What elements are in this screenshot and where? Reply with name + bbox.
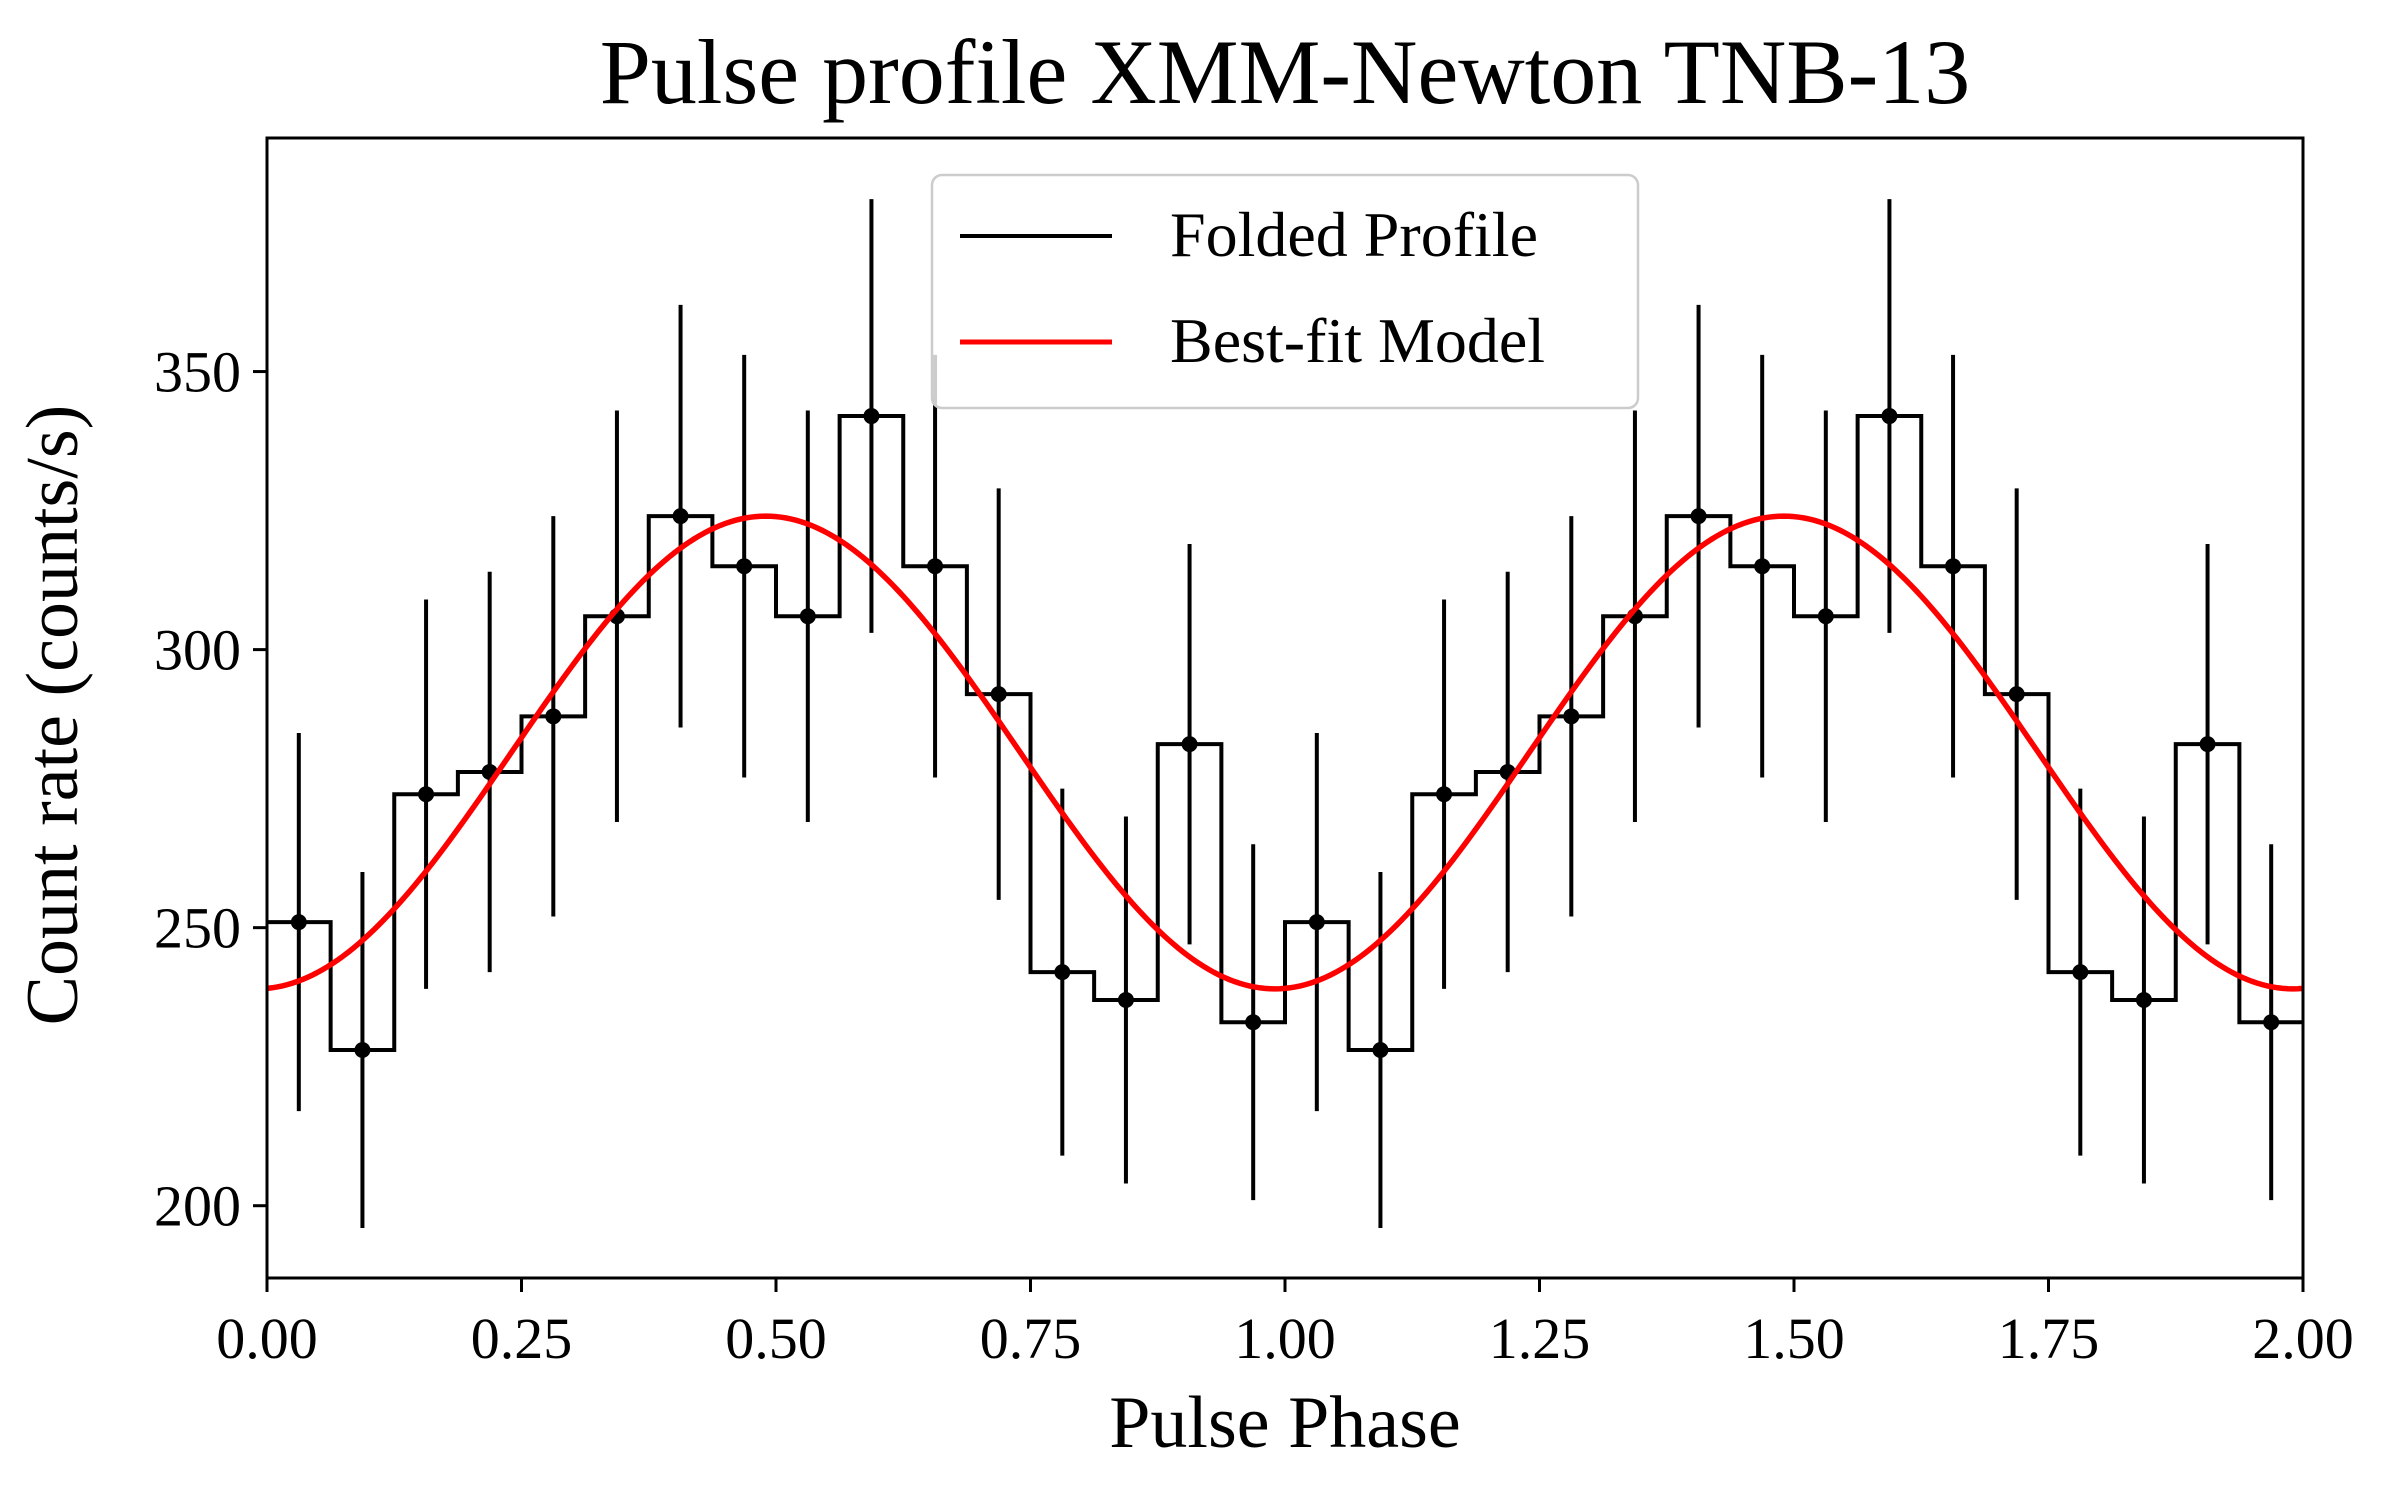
- profile-data-point: [672, 508, 689, 525]
- x-tick-label: 0.50: [725, 1306, 827, 1371]
- profile-data-point: [2135, 991, 2152, 1008]
- y-tick-label: 300: [154, 618, 241, 683]
- profile-data-point: [354, 1042, 371, 1058]
- profile-data-point: [927, 558, 944, 575]
- profile-data-point: [1563, 708, 1580, 725]
- x-tick-label: 2.00: [2252, 1306, 2354, 1371]
- legend: Folded Profile Best-fit Model: [930, 173, 1640, 410]
- model-curve: [266, 513, 2304, 992]
- x-tick-label: 1.00: [1234, 1306, 1336, 1371]
- x-tick-label: 0.75: [980, 1306, 1082, 1371]
- profile-data-point: [2072, 964, 2089, 981]
- x-tick-label: 1.75: [1998, 1306, 2100, 1371]
- profile-data-point: [1945, 558, 1962, 575]
- y-tick-label: 250: [154, 896, 241, 961]
- profile-data-point: [1372, 1042, 1389, 1058]
- profile-data-point: [990, 686, 1007, 703]
- profile-data-point: [736, 558, 753, 575]
- profile-step-line: [267, 414, 2303, 1052]
- y-axis-label: Count rate (counts/s): [12, 405, 94, 1026]
- profile-data-point: [1054, 964, 1071, 981]
- profile-data-point: [545, 708, 562, 725]
- x-axis-label: Pulse Phase: [1109, 1382, 1461, 1464]
- legend-profile-label: Folded Profile: [1170, 199, 1538, 270]
- profile-data-point: [1881, 408, 1898, 425]
- profile-data-point: [418, 786, 435, 803]
- plot-area: [266, 199, 2304, 1228]
- profile-data-point: [1308, 914, 1325, 931]
- profile-data-point: [1817, 608, 1834, 625]
- legend-model-label: Best-fit Model: [1170, 305, 1545, 376]
- profile-data-point: [799, 608, 816, 625]
- x-tick-label: 0.00: [216, 1306, 318, 1371]
- profile-data-point: [1754, 558, 1771, 575]
- y-tick-label: 350: [154, 340, 241, 405]
- profile-data-point: [1245, 1014, 1262, 1031]
- x-tick-label: 1.50: [1743, 1306, 1845, 1371]
- y-tick-label: 200: [154, 1174, 241, 1239]
- profile-data-point: [2263, 1014, 2280, 1031]
- axes: 0.00 0.25 0.50 0.75 1.00 1.25 1.50 1.75 2.00 200 2…: [154, 136, 2354, 1371]
- profile-data-point: [1181, 736, 1198, 753]
- profile-data-point: [1690, 508, 1707, 525]
- profile-data-point: [290, 914, 307, 931]
- profile-data-point: [1117, 991, 1134, 1008]
- profile-data-point: [863, 408, 880, 425]
- chart-title: Pulse profile XMM-Newton TNB-13: [600, 21, 1971, 123]
- legend-frame: [930, 173, 1640, 410]
- x-tick-label: 0.25: [471, 1306, 573, 1371]
- profile-data-point: [2008, 686, 2025, 703]
- x-tick-label: 1.25: [1489, 1306, 1591, 1371]
- profile-data-point: [1436, 786, 1453, 803]
- profile-data-point: [2199, 736, 2216, 753]
